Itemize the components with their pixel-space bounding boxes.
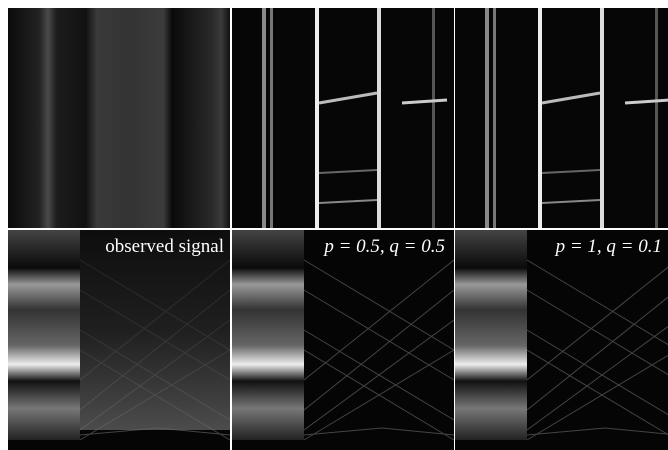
panel-label: p = 1, q = 0.1 (554, 236, 662, 257)
result-image (230, 6, 456, 230)
result-image (454, 229, 668, 450)
panel-label: p = 0.5, q = 0.5 (322, 236, 445, 257)
result-image (453, 6, 668, 230)
observed-fill (80, 230, 230, 430)
result-image (231, 229, 455, 450)
observed-image (8, 8, 230, 228)
panel-label: observed signal (105, 236, 224, 257)
